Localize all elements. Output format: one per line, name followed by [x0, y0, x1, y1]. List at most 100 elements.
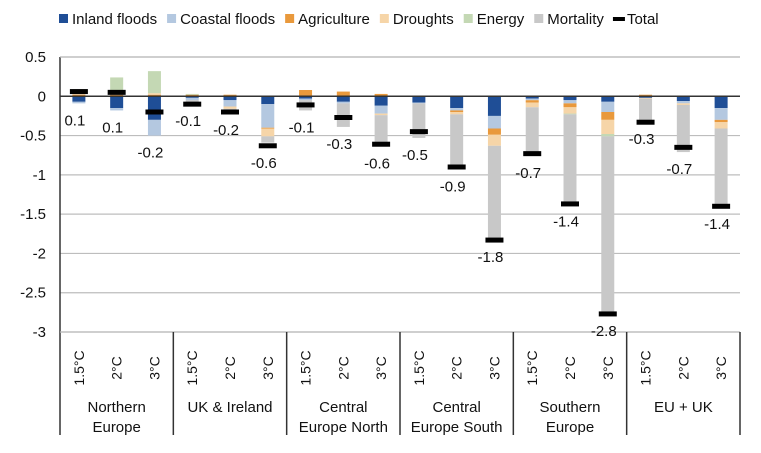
bar-segment-coastal-floods	[147, 119, 161, 136]
total-markers	[69, 89, 731, 317]
total-data-label: -0.7	[666, 161, 692, 178]
y-tick-label: -0.5	[20, 128, 46, 145]
total-marker	[636, 119, 655, 125]
bar-segment-agriculture	[487, 128, 501, 135]
total-marker	[674, 144, 693, 150]
x-tick-label: 1.5°C	[411, 350, 427, 385]
bar-segment-energy	[147, 71, 161, 94]
group-label: UK & Ireland	[187, 399, 272, 416]
y-tick-label: -1.5	[20, 206, 46, 223]
bar-segment-agriculture	[563, 103, 577, 108]
legend-label: Droughts	[393, 11, 454, 28]
gridlines	[60, 56, 740, 333]
bar-segment-coastal-floods	[714, 108, 728, 120]
total-marker	[561, 201, 579, 207]
total-marker	[145, 109, 164, 115]
total-marker	[372, 141, 391, 147]
total-marker	[69, 89, 88, 95]
bar-segment-coastal-floods	[563, 100, 577, 104]
bar-segment-energy	[601, 134, 615, 137]
group-label: Europe	[546, 419, 594, 436]
y-tick-label: -1	[33, 167, 46, 184]
x-tick-label: 1.5°C	[184, 350, 200, 385]
total-marker	[598, 311, 617, 317]
bar-segment-droughts	[223, 106, 237, 109]
total-data-label: -0.3	[629, 131, 655, 148]
bar-segment-inland-floods	[336, 96, 350, 102]
bar-stack-uk-ireland-3	[261, 96, 275, 143]
bar-segment-inland-floods	[374, 96, 388, 106]
total-data-label: -0.3	[326, 136, 352, 153]
bar-segment-mortality	[261, 136, 275, 143]
x-tick-label: 3°C	[713, 356, 729, 380]
legend-label: Total	[627, 11, 659, 28]
bar-segment-agriculture	[261, 127, 275, 129]
total-marker	[296, 102, 315, 108]
total-data-label: -0.9	[440, 178, 466, 195]
y-tick-label: -2	[33, 245, 46, 262]
group-label: Central	[432, 399, 480, 416]
legend-item-coastal-floods: Coastal floods	[167, 11, 275, 28]
bar-segment-coastal-floods	[185, 97, 199, 101]
x-tick-label: 2°C	[109, 356, 125, 380]
total-data-label: -0.2	[138, 145, 164, 162]
x-tick-label: 2°C	[562, 356, 578, 380]
bar-stack-central-europe-south-3	[487, 96, 501, 241]
bar-segment-energy	[563, 113, 577, 115]
total-data-label: -1.8	[478, 249, 504, 266]
bar-segment-coastal-floods	[110, 108, 124, 111]
axes	[59, 56, 741, 435]
total-marker	[712, 203, 731, 209]
x-tick-label: 3°C	[373, 356, 389, 380]
legend-item-energy: Energy	[463, 11, 525, 28]
bar-segment-mortality	[676, 104, 690, 153]
x-tick-label: 1.5°C	[524, 350, 540, 385]
bar-segment-coastal-floods	[336, 101, 350, 104]
total-marker	[485, 237, 504, 243]
bar-segment-agriculture	[601, 112, 615, 120]
x-tick-label: 2°C	[335, 356, 351, 380]
group-label: Europe	[92, 419, 140, 436]
bar-segment-energy	[185, 93, 199, 95]
bar-segment-inland-floods	[450, 96, 464, 109]
bar-segment-mortality	[450, 114, 464, 170]
bar-segment-inland-floods	[147, 96, 161, 120]
bar-segment-agriculture	[639, 94, 653, 97]
bar-stack-southern-europe-1.5	[525, 96, 539, 156]
bar-segment-inland-floods	[223, 96, 237, 101]
bar-segment-agriculture	[223, 94, 237, 97]
total-marker	[447, 164, 466, 170]
total-marker	[183, 101, 202, 107]
bar-stack-southern-europe-2	[563, 96, 577, 205]
bar-segment-droughts	[261, 128, 275, 137]
total-data-label: -0.7	[515, 165, 541, 182]
x-tick-label: 3°C	[260, 356, 276, 380]
legend-item-total: Total	[612, 11, 659, 28]
bar-segment-energy	[110, 77, 124, 94]
bar-segment-coastal-floods	[601, 101, 615, 112]
y-tick-label: 0.5	[25, 49, 46, 66]
bar-segment-inland-floods	[299, 96, 313, 99]
bar-segment-agriculture	[110, 94, 124, 97]
bar-segment-inland-floods	[110, 96, 124, 109]
bar-segment-coastal-floods	[412, 102, 426, 104]
legend-item-agriculture: Agriculture	[285, 11, 370, 28]
group-label: Europe North	[299, 419, 388, 436]
bar-segment-coastal-floods	[487, 115, 501, 129]
legend-swatch	[59, 14, 68, 23]
legend-label: Agriculture	[298, 11, 370, 28]
legend-swatch	[285, 14, 295, 23]
x-tick-label: 3°C	[486, 356, 502, 380]
bar-segment-mortality	[714, 128, 728, 208]
bar-segment-inland-floods	[185, 96, 199, 98]
legend-label: Mortality	[547, 11, 604, 28]
bar-segment-agriculture	[450, 110, 464, 112]
bar-stack-central-europe-north-3	[374, 93, 388, 147]
bar-segment-inland-floods	[261, 96, 275, 105]
total-data-label: -0.2	[213, 122, 239, 139]
bar-segment-droughts	[147, 93, 161, 95]
legend-label: Inland floods	[72, 11, 157, 28]
x-tick-label: 1.5°C	[298, 350, 314, 385]
bar-segment-mortality	[639, 98, 653, 123]
total-data-label: -1.4	[704, 216, 730, 233]
